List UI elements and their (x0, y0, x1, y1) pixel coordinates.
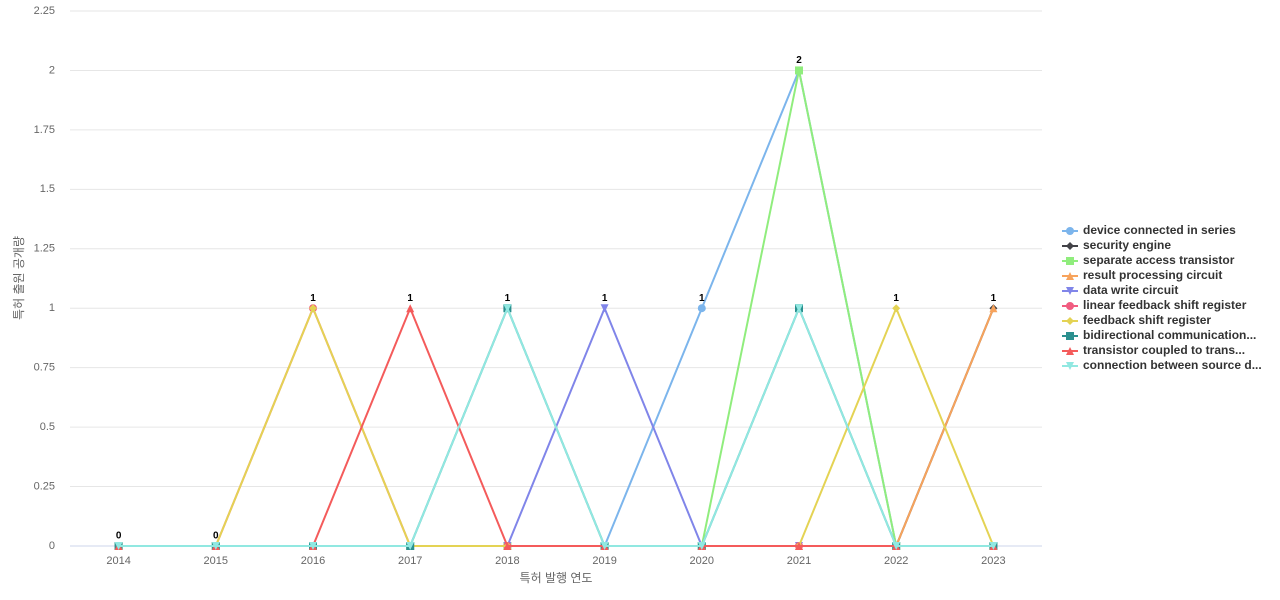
data-label: 1 (310, 293, 316, 304)
data-point (795, 304, 803, 313)
x-tick-label: 2018 (495, 555, 519, 567)
data-point (114, 542, 123, 550)
data-point (600, 304, 609, 313)
series-line (118, 305, 994, 547)
y-tick-label: 1.75 (34, 124, 55, 136)
data-label: 1 (893, 293, 899, 304)
y-axis-title: 특허 출원 공개량 (12, 236, 26, 320)
data-point (989, 542, 998, 550)
data-point (795, 542, 803, 550)
data-label: 1 (991, 293, 997, 304)
data-label: 1 (407, 293, 413, 304)
legend-marker (1066, 362, 1074, 370)
legend-marker (1066, 347, 1074, 355)
data-point (892, 304, 901, 313)
legend-marker (1066, 302, 1074, 310)
legend-marker (1066, 317, 1074, 325)
legend-label: linear feedback shift register (1083, 298, 1247, 312)
legend-marker (1066, 272, 1074, 280)
x-tick-label: 2017 (398, 555, 422, 567)
x-tick-label: 2015 (204, 555, 228, 567)
x-axis-title: 특허 발행 연도 (520, 570, 593, 585)
legend-label: separate access transistor (1083, 253, 1235, 267)
x-tick-label: 2022 (884, 555, 908, 567)
legend-label: bidirectional communication... (1083, 328, 1256, 342)
y-tick-label: 2.25 (34, 5, 55, 17)
legend-label: connection between source d... (1083, 358, 1262, 372)
data-label: 1 (699, 293, 705, 304)
legend-marker (1066, 257, 1074, 265)
data-point (697, 542, 706, 550)
legend-label: data write circuit (1083, 283, 1178, 297)
data-point (989, 304, 998, 313)
x-tick-label: 2023 (981, 555, 1005, 567)
data-point (503, 304, 512, 313)
legend-label: security engine (1083, 238, 1171, 252)
legend-marker (1066, 242, 1074, 250)
data-label: 1 (505, 293, 511, 304)
data-point (406, 542, 415, 550)
legend-marker (1066, 332, 1074, 340)
legend-label: result processing circuit (1083, 268, 1222, 282)
y-tick-label: 1.5 (40, 183, 55, 195)
y-tick-label: 0.75 (34, 362, 55, 374)
data-point (600, 542, 609, 550)
legend-label: device connected in series (1083, 223, 1236, 237)
x-tick-label: 2014 (106, 555, 130, 567)
data-point (795, 66, 803, 75)
data-point (309, 542, 317, 550)
x-tick-label: 2021 (787, 555, 811, 567)
data-point (503, 542, 512, 550)
data-label: 2 (796, 55, 802, 66)
y-tick-label: 0 (49, 540, 55, 552)
y-tick-label: 1 (49, 302, 55, 314)
data-point (892, 542, 901, 550)
y-tick-label: 2 (49, 64, 55, 76)
legend-marker (1066, 227, 1074, 235)
legend-label: transistor coupled to trans... (1083, 343, 1245, 357)
data-label: 0 (213, 531, 219, 542)
y-tick-label: 0.25 (34, 480, 55, 492)
data-point (309, 304, 317, 313)
y-tick-label: 1.25 (34, 243, 55, 255)
data-point (211, 542, 220, 550)
x-tick-label: 2016 (301, 555, 325, 567)
x-tick-label: 2020 (690, 555, 714, 567)
data-label: 0 (116, 531, 122, 542)
legend-label: feedback shift register (1083, 313, 1211, 327)
data-label: 1 (602, 293, 608, 304)
data-point (406, 304, 415, 313)
y-tick-label: 0.5 (40, 421, 55, 433)
legend-marker (1066, 287, 1074, 295)
data-point (697, 304, 706, 313)
x-tick-label: 2019 (592, 555, 616, 567)
